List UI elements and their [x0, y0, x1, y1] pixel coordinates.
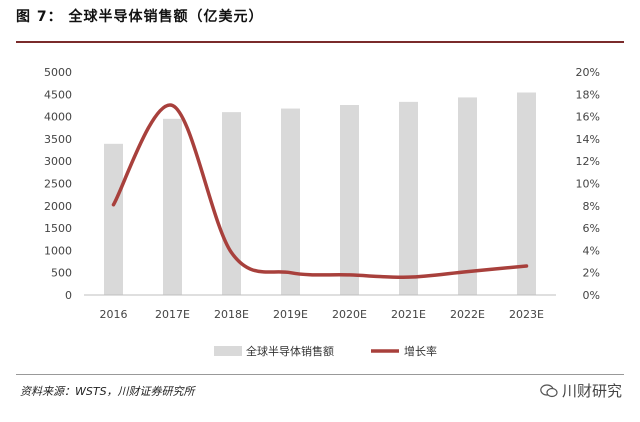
legend: 全球半导体销售额 增长率 [214, 344, 437, 358]
bars-layer [104, 92, 536, 296]
bar-2021E [399, 101, 418, 295]
right-tick-label: 14% [576, 133, 600, 146]
left-tick-label: 1000 [44, 244, 72, 257]
chart: 0 500 1000 1500 2000 2500 3000 3500 4000 4500 5000… [44, 66, 600, 358]
bar-2017E [163, 118, 182, 295]
bar-2023E [517, 92, 536, 296]
left-axis: 0 500 1000 1500 2000 2500 3000 3500 4000 4500 5000 [44, 66, 72, 302]
right-tick-label: 6% [583, 222, 600, 235]
x-tick-label: 2019E [273, 308, 308, 321]
right-tick-label: 20% [576, 66, 600, 79]
left-tick-label: 3000 [44, 155, 72, 168]
x-tick-label: 2023E [509, 308, 544, 321]
watermark-text: 川财研究 [561, 382, 622, 400]
x-tick-label: 2021E [391, 308, 426, 321]
right-axis: 0% 2% 4% 6% 8% 10% 12% 14% 16% 18% 20% [576, 66, 600, 302]
left-tick-label: 4000 [44, 111, 72, 124]
right-tick-label: 12% [576, 155, 600, 168]
bar-2019E [281, 108, 300, 296]
right-tick-label: 0% [583, 289, 600, 302]
left-tick-label: 5000 [44, 66, 72, 79]
x-tick-label: 2016 [100, 308, 128, 321]
legend-swatch-sales [214, 346, 242, 356]
figure-title: 图 7： 全球半导体销售额（亿美元） [16, 9, 264, 25]
x-tick-label: 2022E [450, 308, 485, 321]
left-tick-label: 500 [51, 267, 72, 280]
source-note: 资料来源：WSTS，川财证券研究所 [20, 385, 195, 398]
right-tick-label: 16% [576, 111, 600, 124]
left-tick-label: 2500 [44, 178, 72, 191]
legend-label-growth: 增长率 [404, 344, 437, 358]
left-tick-label: 1500 [44, 222, 72, 235]
bar-2016 [104, 143, 123, 295]
source-rule [16, 374, 624, 375]
x-tick-label: 2020E [332, 308, 367, 321]
right-tick-label: 4% [583, 244, 600, 257]
left-tick-label: 4500 [44, 88, 72, 101]
x-tick-label: 2018E [214, 308, 249, 321]
left-tick-label: 2000 [44, 200, 72, 213]
right-tick-label: 2% [583, 267, 600, 280]
x-axis: 2016 2017E 2018E 2019E 2020E 2021E 2022E 2023E [100, 308, 545, 321]
right-tick-label: 10% [576, 178, 600, 191]
legend-label-sales: 全球半导体销售额 [246, 344, 334, 358]
growth-rate-line [111, 103, 529, 280]
watermark: 川财研究 [540, 380, 622, 401]
right-tick-label: 8% [583, 200, 600, 213]
right-tick-label: 18% [576, 88, 600, 101]
left-tick-label: 0 [65, 289, 72, 302]
bar-2018E [222, 112, 241, 295]
bar-2020E [340, 105, 359, 295]
wechat-icon [540, 383, 558, 397]
title-rule [16, 41, 624, 43]
x-tick-label: 2017E [155, 308, 190, 321]
left-tick-label: 3500 [44, 133, 72, 146]
bar-2022E [458, 97, 477, 295]
